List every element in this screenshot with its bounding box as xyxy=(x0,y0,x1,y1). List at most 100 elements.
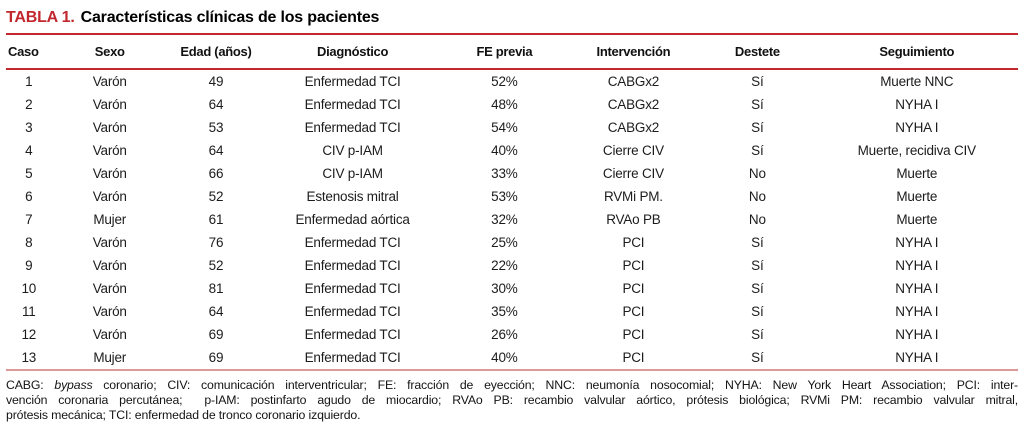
cell-destete: Sí xyxy=(751,97,764,112)
cell-sexo: Varón xyxy=(92,166,127,181)
cell-diagnostico: CIV p-IAM xyxy=(322,143,383,158)
footnote-line-3: prótesis mecánica; TCI: enfermedad de tr… xyxy=(6,408,361,422)
cell-fe-previa: 25% xyxy=(491,235,518,250)
cell-destete: No xyxy=(748,212,766,227)
table-row: 8 Varón 76 Enfermedad TCI 25% PCI Sí NYH… xyxy=(6,231,1018,254)
table-title: TABLA 1. Características clínicas de los… xyxy=(6,3,1018,33)
footnote-italic-term: bypass xyxy=(54,378,93,392)
cell-destete: Sí xyxy=(751,235,764,250)
table-number-label: TABLA 1. xyxy=(6,9,75,26)
cell-caso: 5 xyxy=(25,166,33,181)
cell-intervencion: PCI xyxy=(622,327,645,342)
cell-seguimiento: Muerte xyxy=(896,166,938,181)
cell-caso: 3 xyxy=(25,120,33,135)
clinical-characteristics-table: Caso Sexo Edad (años) Diagnóstico FE pre… xyxy=(6,33,1018,371)
cell-caso: 4 xyxy=(25,143,33,158)
cell-sexo: Varón xyxy=(92,120,127,135)
cell-destete: Sí xyxy=(751,281,764,296)
cell-edad: 69 xyxy=(208,327,224,342)
column-header-seguimiento: Seguimiento xyxy=(879,44,955,59)
table-row: 9 Varón 52 Enfermedad TCI 22% PCI Sí NYH… xyxy=(6,254,1018,277)
table-caption: Características clínicas de los paciente… xyxy=(80,9,380,26)
table-row: 4 Varón 64 CIV p-IAM 40% Cierre CIV Sí M… xyxy=(6,139,1018,162)
cell-intervencion: CABGx2 xyxy=(607,74,660,89)
cell-seguimiento: Muerte NNC xyxy=(880,74,954,89)
cell-caso: 7 xyxy=(25,212,33,227)
footnote-line-2: vención coronaria percutánea; p-IAM: pos… xyxy=(6,393,1018,407)
cell-intervencion: PCI xyxy=(622,281,645,296)
cell-seguimiento: Muerte, recidiva CIV xyxy=(857,143,976,158)
cell-caso: 13 xyxy=(21,350,37,365)
cell-destete: Sí xyxy=(751,350,764,365)
cell-edad: 53 xyxy=(208,120,224,135)
column-header-caso: Caso xyxy=(8,44,39,59)
cell-sexo: Varón xyxy=(92,258,127,273)
cell-sexo: Varón xyxy=(92,97,127,112)
cell-intervencion: RVMi PM. xyxy=(603,189,663,204)
cell-diagnostico: Enfermedad aórtica xyxy=(295,212,410,227)
cell-sexo: Varón xyxy=(92,189,127,204)
cell-fe-previa: 54% xyxy=(491,120,518,135)
cell-destete: Sí xyxy=(751,258,764,273)
cell-diagnostico: Estenosis mitral xyxy=(306,189,399,204)
table-body: 1 Varón 49 Enfermedad TCI 52% CABGx2 Sí … xyxy=(6,69,1018,370)
cell-fe-previa: 53% xyxy=(491,189,518,204)
cell-caso: 10 xyxy=(21,281,37,296)
cell-destete: No xyxy=(748,166,766,181)
cell-fe-previa: 30% xyxy=(491,281,518,296)
cell-diagnostico: Enfermedad TCI xyxy=(304,258,401,273)
cell-caso: 2 xyxy=(25,97,33,112)
cell-seguimiento: NYHA I xyxy=(895,120,939,135)
footnote-line-1: CABG: bypass coronario; CIV: comunicació… xyxy=(6,378,1018,393)
footnote-text: coronario; CIV: comunicación interventri… xyxy=(92,378,1018,392)
cell-diagnostico: Enfermedad TCI xyxy=(304,235,401,250)
table-row: 10 Varón 81 Enfermedad TCI 30% PCI Sí NY… xyxy=(6,277,1018,300)
cell-fe-previa: 33% xyxy=(491,166,518,181)
table-row: 7 Mujer 61 Enfermedad aórtica 32% RVAo P… xyxy=(6,208,1018,231)
cell-intervencion: RVAo PB xyxy=(606,212,661,227)
cell-sexo: Varón xyxy=(92,281,127,296)
cell-caso: 12 xyxy=(21,327,37,342)
cell-caso: 11 xyxy=(21,304,36,319)
cell-edad: 81 xyxy=(208,281,224,296)
cell-destete: Sí xyxy=(751,120,764,135)
header-row: Caso Sexo Edad (años) Diagnóstico FE pre… xyxy=(6,34,1018,69)
cell-edad: 64 xyxy=(208,304,224,319)
column-header-edad: Edad (años) xyxy=(180,44,252,59)
cell-seguimiento: Muerte xyxy=(896,212,938,227)
cell-fe-previa: 26% xyxy=(491,327,518,342)
cell-caso: 1 xyxy=(25,74,33,89)
column-header-destete: Destete xyxy=(734,44,780,59)
column-header-diagnostico: Diagnóstico xyxy=(317,44,389,59)
cell-destete: Sí xyxy=(751,327,764,342)
table-row: 2 Varón 64 Enfermedad TCI 48% CABGx2 Sí … xyxy=(6,93,1018,116)
cell-intervencion: PCI xyxy=(622,350,645,365)
table-row: 6 Varón 52 Estenosis mitral 53% RVMi PM.… xyxy=(6,185,1018,208)
cell-seguimiento: Muerte xyxy=(896,189,938,204)
cell-sexo: Varón xyxy=(92,327,127,342)
cell-caso: 6 xyxy=(25,189,33,204)
cell-seguimiento: NYHA I xyxy=(895,304,939,319)
cell-destete: Sí xyxy=(751,304,764,319)
cell-sexo: Varón xyxy=(92,235,127,250)
cell-intervencion: PCI xyxy=(622,304,645,319)
cell-sexo: Mujer xyxy=(93,350,127,365)
cell-fe-previa: 40% xyxy=(491,143,518,158)
cell-diagnostico: Enfermedad TCI xyxy=(304,281,401,296)
cell-fe-previa: 35% xyxy=(491,304,518,319)
table-row: 5 Varón 66 CIV p-IAM 33% Cierre CIV No M… xyxy=(6,162,1018,185)
cell-edad: 64 xyxy=(208,97,224,112)
cell-edad: 49 xyxy=(208,74,224,89)
cell-diagnostico: Enfermedad TCI xyxy=(304,120,401,135)
cell-edad: 52 xyxy=(208,189,224,204)
table-footnote: CABG: bypass coronario; CIV: comunicació… xyxy=(6,378,1018,423)
cell-diagnostico: Enfermedad TCI xyxy=(304,350,401,365)
cell-diagnostico: Enfermedad TCI xyxy=(304,74,401,89)
cell-diagnostico: Enfermedad TCI xyxy=(304,97,401,112)
cell-destete: No xyxy=(748,189,766,204)
cell-intervencion: PCI xyxy=(622,258,645,273)
cell-seguimiento: NYHA I xyxy=(895,327,939,342)
cell-edad: 69 xyxy=(208,350,224,365)
cell-edad: 66 xyxy=(208,166,224,181)
cell-seguimiento: NYHA I xyxy=(895,281,939,296)
